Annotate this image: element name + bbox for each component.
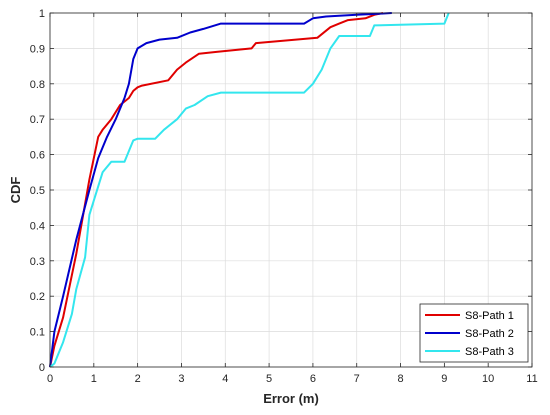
x-tick-labels: 0 1 2 3 4 5 6 7 8 9 10 11 bbox=[47, 373, 538, 385]
y-tick-label: 0.6 bbox=[30, 150, 45, 162]
y-tick-label: 0.1 bbox=[30, 327, 45, 339]
series-line-3 bbox=[49, 12, 450, 368]
x-tick-label: 11 bbox=[526, 373, 537, 385]
y-tick-label: 1 bbox=[39, 8, 45, 20]
x-axis-label: Error (m) bbox=[263, 391, 319, 406]
x-tick-label: 10 bbox=[482, 373, 494, 385]
y-axis-label: CDF bbox=[8, 177, 23, 204]
x-tick-label: 1 bbox=[91, 373, 97, 385]
y-tick-label: 0.4 bbox=[30, 220, 45, 232]
y-tick-label: 0.5 bbox=[30, 185, 45, 197]
series-lines bbox=[49, 12, 450, 368]
legend-label-1: S8-Path 1 bbox=[465, 310, 514, 322]
x-tick-label: 8 bbox=[397, 373, 403, 385]
series-line-2 bbox=[49, 12, 392, 368]
y-tick-label: 0 bbox=[39, 362, 45, 374]
x-tick-label: 3 bbox=[178, 373, 184, 385]
legend-label-2: S8-Path 2 bbox=[465, 328, 514, 340]
y-tick-label: 0.3 bbox=[30, 256, 45, 268]
x-tick-label: 4 bbox=[222, 373, 228, 385]
x-tick-label: 5 bbox=[266, 373, 272, 385]
tick-marks bbox=[49, 12, 533, 368]
y-tick-label: 0.7 bbox=[30, 114, 45, 126]
y-tick-label: 0.8 bbox=[30, 79, 45, 91]
x-tick-label: 0 bbox=[47, 373, 53, 385]
series-line-1 bbox=[49, 12, 384, 368]
x-tick-label: 6 bbox=[310, 373, 316, 385]
y-tick-labels: 0 0.1 0.2 0.3 0.4 0.5 0.6 0.7 0.8 0.9 1 bbox=[30, 8, 45, 374]
x-tick-label: 7 bbox=[354, 373, 360, 385]
y-tick-label: 0.9 bbox=[30, 43, 45, 55]
y-tick-label: 0.2 bbox=[30, 291, 45, 303]
x-tick-label: 2 bbox=[135, 373, 141, 385]
legend-label-3: S8-Path 3 bbox=[465, 346, 514, 358]
x-tick-label: 9 bbox=[441, 373, 447, 385]
legend: S8-Path 1 S8-Path 2 S8-Path 3 bbox=[419, 303, 529, 363]
